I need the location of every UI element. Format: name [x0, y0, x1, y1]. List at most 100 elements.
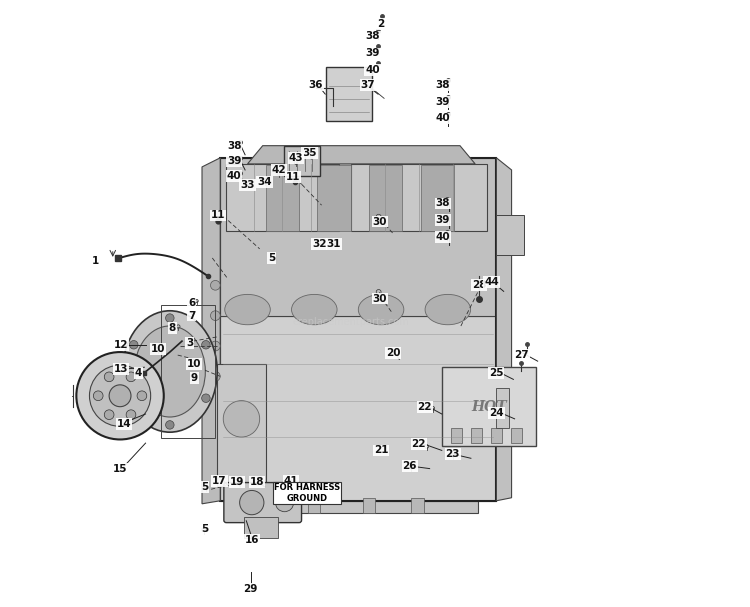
- Circle shape: [126, 372, 136, 382]
- FancyBboxPatch shape: [224, 483, 302, 523]
- Bar: [369, 165, 402, 231]
- Text: 38: 38: [436, 80, 450, 90]
- Bar: [471, 428, 482, 443]
- Circle shape: [204, 485, 209, 489]
- Bar: [496, 215, 523, 255]
- Circle shape: [195, 299, 198, 303]
- Circle shape: [202, 341, 210, 349]
- Ellipse shape: [358, 294, 404, 325]
- Text: 39: 39: [365, 49, 380, 58]
- FancyBboxPatch shape: [326, 67, 372, 121]
- Text: 11: 11: [286, 172, 300, 182]
- Circle shape: [211, 311, 220, 320]
- Text: 16: 16: [245, 535, 260, 545]
- Text: FOR HARNESS
GROUND: FOR HARNESS GROUND: [274, 483, 340, 503]
- Text: 17: 17: [212, 476, 227, 486]
- Circle shape: [332, 240, 336, 245]
- Text: 23: 23: [446, 449, 460, 459]
- Text: 6: 6: [188, 299, 195, 308]
- Text: 33: 33: [240, 180, 255, 190]
- Circle shape: [202, 394, 210, 402]
- Circle shape: [262, 178, 266, 183]
- Text: 28: 28: [472, 280, 487, 290]
- Polygon shape: [248, 146, 476, 164]
- Text: 38: 38: [436, 198, 450, 208]
- Ellipse shape: [425, 294, 470, 325]
- Circle shape: [93, 391, 103, 401]
- Circle shape: [130, 394, 138, 402]
- Text: 37: 37: [361, 80, 375, 90]
- Text: ereplacementparts.com: ereplacementparts.com: [292, 317, 409, 327]
- Circle shape: [130, 341, 138, 349]
- Circle shape: [245, 182, 250, 186]
- Circle shape: [166, 314, 174, 322]
- Text: 34: 34: [257, 177, 272, 187]
- Ellipse shape: [225, 294, 270, 325]
- Bar: [351, 164, 488, 231]
- Circle shape: [166, 421, 174, 429]
- Text: 25: 25: [489, 368, 504, 378]
- Text: 40: 40: [436, 114, 450, 123]
- Circle shape: [137, 391, 147, 401]
- Circle shape: [224, 401, 260, 437]
- Text: 36: 36: [308, 80, 322, 90]
- Text: 39: 39: [227, 156, 242, 166]
- Text: 38: 38: [227, 141, 242, 151]
- Circle shape: [177, 325, 180, 328]
- Polygon shape: [248, 495, 478, 513]
- Polygon shape: [220, 316, 497, 501]
- Text: 44: 44: [484, 277, 499, 287]
- Text: 12: 12: [114, 340, 128, 350]
- Circle shape: [191, 311, 194, 315]
- Ellipse shape: [134, 326, 206, 417]
- Text: 14: 14: [116, 419, 131, 429]
- Text: 38: 38: [365, 32, 380, 41]
- Text: 29: 29: [244, 584, 258, 594]
- Text: 9: 9: [190, 373, 198, 383]
- Text: 40: 40: [226, 171, 242, 181]
- Circle shape: [275, 493, 294, 512]
- Text: 18: 18: [250, 477, 264, 487]
- Text: 3: 3: [186, 338, 194, 348]
- Circle shape: [191, 374, 195, 378]
- Circle shape: [126, 410, 136, 419]
- Text: 10: 10: [151, 344, 165, 354]
- Text: 31: 31: [326, 239, 341, 249]
- Ellipse shape: [122, 311, 218, 432]
- Bar: [421, 165, 454, 231]
- Circle shape: [410, 465, 413, 469]
- Bar: [244, 517, 278, 538]
- Text: 35: 35: [302, 148, 316, 158]
- Text: 24: 24: [489, 408, 504, 418]
- Text: 40: 40: [436, 232, 450, 242]
- Text: 32: 32: [312, 239, 326, 249]
- Bar: [451, 428, 462, 443]
- Text: 42: 42: [272, 165, 286, 175]
- Ellipse shape: [292, 294, 337, 325]
- Text: 11: 11: [211, 211, 226, 220]
- Text: 5: 5: [202, 482, 208, 492]
- Bar: [266, 165, 299, 231]
- Circle shape: [376, 290, 381, 294]
- Text: 27: 27: [514, 350, 529, 360]
- Bar: [496, 388, 508, 428]
- Text: 40: 40: [365, 65, 380, 75]
- Text: 10: 10: [187, 359, 201, 369]
- Circle shape: [424, 444, 428, 449]
- Bar: [412, 498, 424, 513]
- Polygon shape: [496, 158, 512, 501]
- Bar: [220, 158, 497, 501]
- FancyBboxPatch shape: [442, 367, 536, 446]
- Text: 7: 7: [188, 311, 195, 320]
- Circle shape: [89, 365, 151, 426]
- Circle shape: [211, 341, 220, 351]
- Text: 39: 39: [436, 215, 450, 225]
- Polygon shape: [202, 158, 220, 504]
- Circle shape: [104, 410, 114, 419]
- Text: 13: 13: [114, 364, 128, 374]
- Circle shape: [104, 372, 114, 382]
- Text: 39: 39: [436, 97, 450, 107]
- Circle shape: [110, 385, 131, 407]
- Text: 20: 20: [386, 348, 400, 358]
- Bar: [511, 428, 522, 443]
